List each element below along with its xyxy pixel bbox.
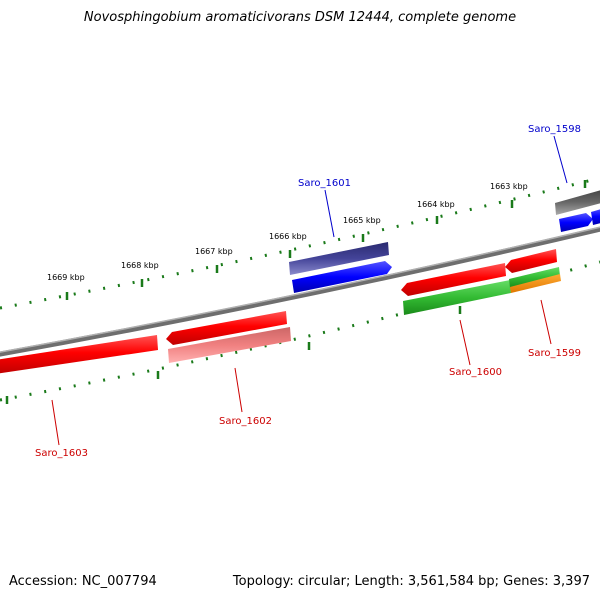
gene-saro-1603-feature[interactable] — [0, 335, 158, 374]
gene-blue-fragment[interactable] — [591, 208, 600, 225]
gene-red-reverse-arrow[interactable] — [166, 311, 287, 345]
tick-label-1668: 1668 kbp — [121, 261, 159, 270]
gene-saro-1600-feature[interactable] — [403, 280, 511, 315]
tick-label-1665: 1665 kbp — [343, 216, 381, 225]
accession-text: Accession: NC_007794 — [9, 574, 157, 589]
genome-backbone — [0, 226, 600, 357]
genome-backbone-highlight — [0, 226, 600, 353]
gene-label-saro-1599[interactable]: Saro_1599 — [528, 348, 581, 359]
leader-saro-1598 — [553, 135, 568, 184]
genome-summary-text: Topology: circular; Length: 3,561,584 bp… — [232, 574, 590, 589]
major-ticks — [5, 180, 587, 404]
gene-label-saro-1601[interactable]: Saro_1601 — [298, 178, 351, 189]
gene-blue-forward-arrow[interactable] — [292, 261, 392, 293]
map-title: Novosphingobium aromaticivorans DSM 1244… — [83, 10, 517, 25]
gene-green-right[interactable] — [509, 267, 560, 288]
gene-saro-1601-feature[interactable] — [289, 242, 389, 275]
gene-red-arrow-right[interactable] — [505, 249, 557, 273]
gene-label-saro-1598[interactable]: Saro_1598 — [528, 124, 581, 135]
leader-saro-1603 — [51, 399, 60, 446]
leader-saro-1600 — [459, 319, 471, 366]
tick-label-1669: 1669 kbp — [47, 273, 85, 282]
tick-label-1663: 1663 kbp — [490, 182, 528, 191]
tick-label-1664: 1664 kbp — [417, 200, 455, 209]
leader-saro-1602 — [234, 367, 243, 413]
gene-label-saro-1602[interactable]: Saro_1602 — [219, 416, 272, 427]
gene-saro-1602-feature[interactable] — [168, 327, 291, 363]
gene-label-saro-1600[interactable]: Saro_1600 — [449, 367, 502, 378]
tick-label-1666: 1666 kbp — [269, 232, 307, 241]
gene-label-saro-1603[interactable]: Saro_1603 — [35, 448, 88, 459]
gene-blue-arrow-1598[interactable] — [559, 213, 593, 232]
tick-label-1667: 1667 kbp — [195, 247, 233, 256]
leader-saro-1601 — [324, 189, 335, 238]
gene-saro-1599-feature[interactable] — [510, 274, 561, 293]
gene-saro-1598-feature[interactable] — [555, 189, 600, 215]
leader-lines — [51, 135, 568, 446]
leader-saro-1599 — [540, 299, 552, 345]
gene-red-arrow-1600[interactable] — [401, 263, 506, 296]
